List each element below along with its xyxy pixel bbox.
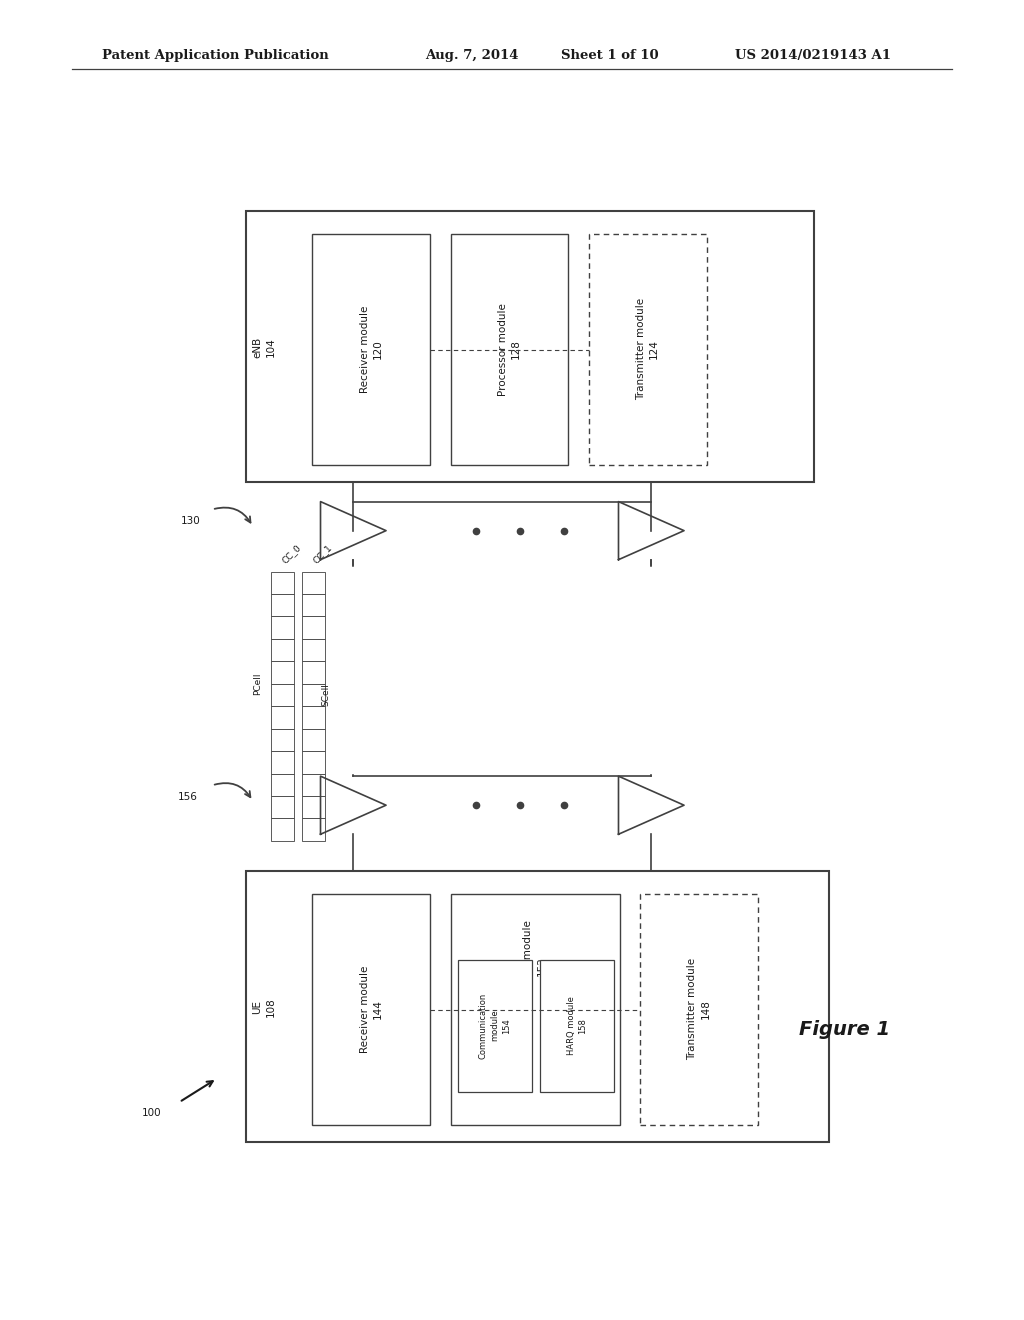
Bar (302, 594, 325, 616)
Text: PCell: PCell (254, 672, 262, 696)
Bar (302, 729, 325, 751)
Bar (271, 684, 294, 706)
Bar (271, 706, 294, 729)
Bar (302, 796, 325, 818)
Bar (302, 774, 325, 796)
Text: CC_0: CC_0 (281, 543, 303, 565)
Bar (302, 616, 325, 639)
Text: Transmitter module
124: Transmitter module 124 (636, 298, 659, 400)
Text: UE
108: UE 108 (253, 998, 275, 1016)
Bar (589, 234, 707, 465)
Bar (302, 572, 325, 594)
Bar (271, 818, 294, 841)
Bar (640, 894, 758, 1125)
Bar (312, 234, 430, 465)
Bar (271, 572, 294, 594)
Text: 156: 156 (178, 792, 198, 803)
Bar (246, 211, 814, 482)
Text: HARQ module
158: HARQ module 158 (566, 997, 588, 1055)
Bar (271, 594, 294, 616)
Text: Figure 1: Figure 1 (800, 1020, 890, 1039)
Text: 100: 100 (142, 1107, 162, 1118)
Text: Processor module
128: Processor module 128 (498, 302, 521, 396)
Bar (312, 894, 430, 1125)
Text: Receiver module
144: Receiver module 144 (359, 965, 383, 1053)
Bar (302, 818, 325, 841)
Text: Processor module
152: Processor module 152 (523, 920, 547, 1012)
Bar (458, 960, 532, 1092)
Bar (271, 796, 294, 818)
Bar (302, 706, 325, 729)
Bar (302, 751, 325, 774)
Bar (271, 639, 294, 661)
Bar (271, 616, 294, 639)
Text: eNB
104: eNB 104 (253, 337, 275, 358)
Bar (271, 729, 294, 751)
Bar (302, 639, 325, 661)
Text: Aug. 7, 2014: Aug. 7, 2014 (425, 49, 518, 62)
Text: Communication
module
154: Communication module 154 (479, 993, 511, 1059)
Bar (451, 234, 568, 465)
Text: US 2014/0219143 A1: US 2014/0219143 A1 (735, 49, 891, 62)
Text: Patent Application Publication: Patent Application Publication (102, 49, 329, 62)
Text: Transmitter module
148: Transmitter module 148 (687, 958, 711, 1060)
Bar (246, 871, 829, 1142)
Text: Sheet 1 of 10: Sheet 1 of 10 (561, 49, 658, 62)
Text: SCell: SCell (322, 682, 330, 706)
Bar (271, 774, 294, 796)
Text: CC_1: CC_1 (311, 543, 334, 565)
Bar (302, 684, 325, 706)
Bar (271, 751, 294, 774)
Bar (451, 894, 620, 1125)
Bar (540, 960, 614, 1092)
Bar (271, 661, 294, 684)
Bar (302, 661, 325, 684)
Text: 130: 130 (181, 516, 201, 527)
Text: Receiver module
120: Receiver module 120 (359, 305, 383, 393)
